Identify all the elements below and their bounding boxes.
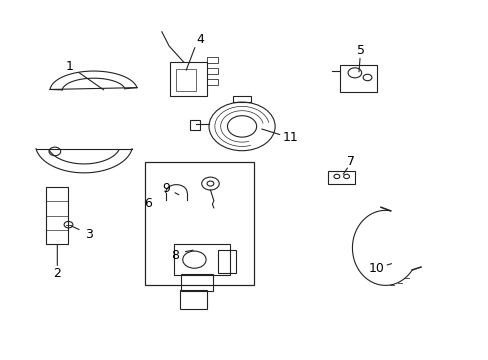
Bar [144, 162, 254, 285]
Text: 7: 7 [347, 154, 355, 167]
Text: 10: 10 [368, 262, 384, 275]
Bar [327, 171, 354, 184]
Text: 4: 4 [196, 33, 204, 46]
Text: 8: 8 [171, 248, 179, 261]
Bar [206, 68, 217, 74]
Text: 3: 3 [85, 228, 93, 241]
Bar [181, 274, 212, 291]
Text: 6: 6 [144, 197, 152, 210]
Text: 1: 1 [65, 60, 73, 73]
Bar [180, 290, 206, 309]
Text: 5: 5 [356, 44, 365, 57]
Bar [174, 244, 229, 275]
Bar [176, 69, 196, 91]
Text: 2: 2 [53, 267, 61, 280]
Text: 11: 11 [282, 131, 298, 144]
Bar [206, 79, 217, 85]
Bar [170, 62, 206, 96]
Bar [233, 96, 250, 102]
Bar [206, 58, 217, 63]
Bar [46, 187, 68, 244]
Bar [189, 120, 200, 130]
Bar [217, 249, 236, 273]
Text: 9: 9 [162, 182, 169, 195]
Bar [340, 64, 376, 92]
